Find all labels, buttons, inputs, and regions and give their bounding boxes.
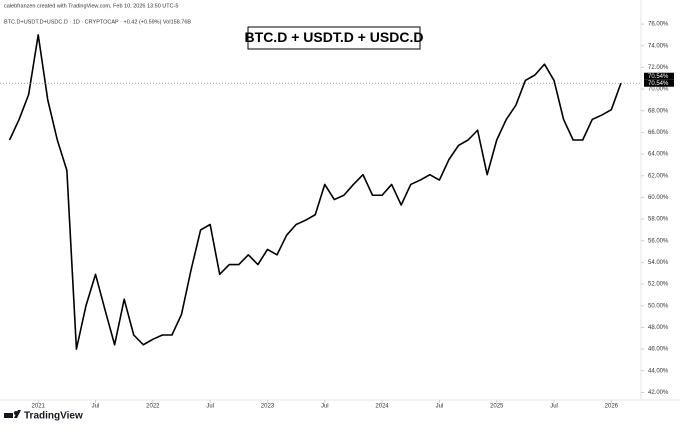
y-tick-label: 56.00% <box>648 238 669 244</box>
subtitle: BTC.D+USDT.D+USDC.D · 1D · CRYPTOCAP · +… <box>4 19 191 25</box>
y-tick-label: 74.00% <box>648 43 669 49</box>
y-tick-label: 60.00% <box>648 195 669 201</box>
y-tick-label: 66.00% <box>648 130 669 136</box>
last-price-label: 70.54% <box>648 81 669 87</box>
title-box <box>247 26 421 50</box>
y-tick-label: 76.00% <box>648 22 669 28</box>
x-tick-label: Jul <box>550 404 558 410</box>
price-line <box>8 34 622 350</box>
y-tick-label: 48.00% <box>648 325 669 331</box>
x-tick-label: 2021 <box>32 404 46 410</box>
x-tick-label: Jul <box>436 404 444 410</box>
x-tick-label: 2026 <box>605 404 619 410</box>
y-tick-label: 64.00% <box>648 152 669 158</box>
chart-title: BTC.D + USDT.D + USDC.D <box>245 29 424 45</box>
x-tick-label: Jul <box>321 404 329 410</box>
x-tick-label: 2022 <box>146 404 160 410</box>
y-tick-label: 62.00% <box>648 173 669 179</box>
x-tick-label: Jul <box>92 404 100 410</box>
y-tick-label: 46.00% <box>648 347 669 353</box>
y-tick-label: 58.00% <box>648 217 669 223</box>
y-tick-label: 70.00% <box>648 87 669 93</box>
y-tick-label: 72.00% <box>648 65 669 71</box>
last-price-box <box>644 72 674 80</box>
y-tick-label: 54.00% <box>648 260 669 266</box>
x-tick-label: 2023 <box>261 404 275 410</box>
attribution: calebfranzen created with TradingView.co… <box>4 3 178 9</box>
y-tick-label: 44.00% <box>648 368 669 374</box>
x-tick-label: Jul <box>206 404 214 410</box>
brand: TradingView <box>24 411 83 422</box>
y-tick-label: 52.00% <box>648 282 669 288</box>
y-tick-label: 68.00% <box>648 108 669 114</box>
last-price-box <box>644 79 674 87</box>
last-price-label: 70.54% <box>648 74 669 80</box>
logo-mark <box>14 410 21 418</box>
y-tick-label: 50.00% <box>648 303 669 309</box>
logo <box>4 410 21 418</box>
x-tick-label: 2025 <box>490 404 504 410</box>
logo-mark <box>4 413 13 418</box>
y-tick-label: 42.00% <box>648 390 669 396</box>
x-tick-label: 2024 <box>375 404 389 410</box>
